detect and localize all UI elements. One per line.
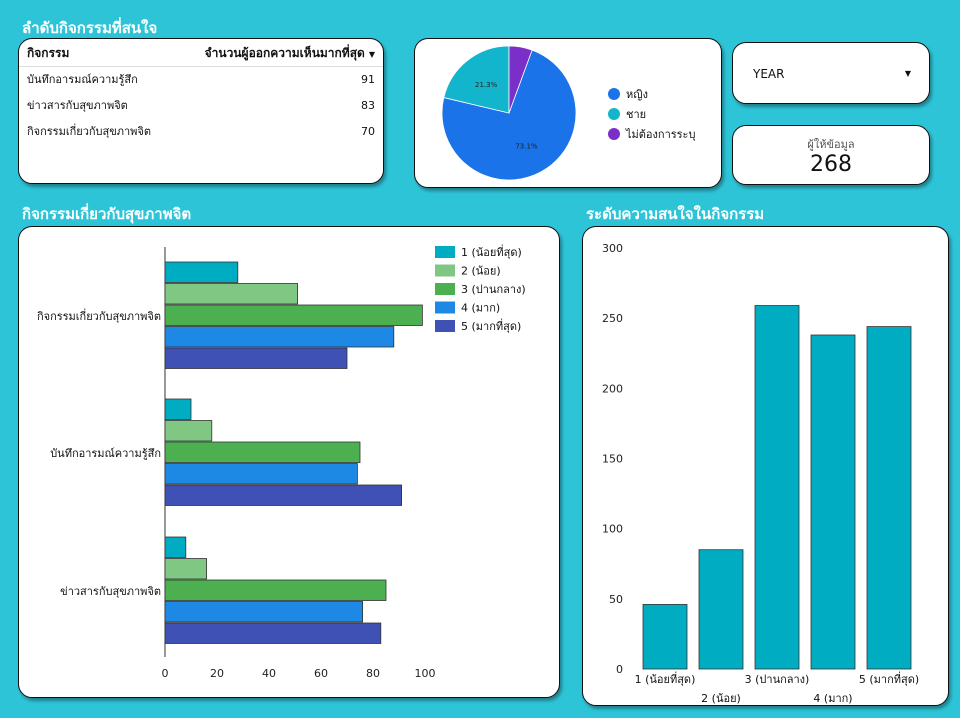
bar[interactable]	[698, 549, 744, 670]
chevron-down-icon[interactable]: ▼	[904, 69, 911, 78]
x-tick-label: 2 (น้อย)	[701, 692, 741, 704]
legend-label: ไม่ต้องการระบุ	[625, 128, 695, 141]
legend-label: 1 (น้อยที่สุด)	[461, 244, 522, 259]
y-tick-label: 50	[609, 593, 623, 606]
legend-swatch	[435, 301, 455, 314]
row-activity: ข่าวสารกับสุขภาพจิต	[27, 99, 128, 112]
bar[interactable]	[164, 420, 213, 442]
table-row[interactable]: กิจกรรมเกี่ยวกับสุขภาพจิต 70	[19, 119, 383, 145]
bar[interactable]	[164, 347, 348, 369]
activity-level-bar-chart: 0 20 40 60 80 100 กิจกรรมเกี่ยวกับสุขภาพจิตบัน…	[37, 244, 526, 680]
pie-data-label: 21.3%	[475, 81, 498, 89]
legend-swatch	[435, 264, 455, 277]
legend-label: 4 (มาก)	[461, 302, 500, 315]
x-tick-label: 80	[366, 667, 380, 680]
activity-ranking-table: กิจกรรม จำนวนผู้ออกความเห็นมากที่สุด ▼ บั…	[18, 38, 384, 184]
hbar-section-title: กิจกรรมเกี่ยวกับสุขภาพจิต	[22, 205, 192, 223]
pie-slice[interactable]	[508, 45, 533, 114]
x-tick-label: 1 (น้อยที่สุด)	[635, 671, 696, 686]
x-tick-label: 4 (มาก)	[813, 692, 852, 704]
activity-level-hbar-card: 0 20 40 60 80 100 กิจกรรมเกี่ยวกับสุขภาพจิตบัน…	[18, 226, 560, 698]
bar[interactable]	[164, 536, 187, 558]
table-row[interactable]: บันทึกอารมณ์ความรู้สึก 91	[19, 67, 383, 93]
col-header-count[interactable]: จำนวนผู้ออกความเห็นมากที่สุด ▼	[204, 46, 375, 60]
y-tick-label: 250	[602, 312, 623, 325]
bar[interactable]	[810, 334, 856, 670]
x-tick-label: 5 (มากที่สุด)	[859, 671, 919, 686]
col-header-activity[interactable]: กิจกรรม	[27, 46, 70, 60]
row-count: 70	[361, 125, 375, 138]
y-tick-label: 100	[602, 523, 623, 536]
interest-level-vbar-card: 0 50 100 150 200 250 300 1 (น้อยที่สุด) 2 (น้อย)…	[582, 226, 949, 706]
y-tick-label: 0	[616, 663, 623, 676]
legend-label: 3 (ปานกลาง)	[461, 283, 526, 296]
table-section-title: ลำดับกิจกรรมที่สนใจ	[22, 19, 158, 37]
bar[interactable]	[164, 558, 207, 580]
y-tick-label: 200	[602, 382, 623, 395]
year-filter-dropdown[interactable]: YEAR ▼	[732, 42, 930, 104]
x-tick-label: 60	[314, 667, 328, 680]
bar[interactable]	[164, 601, 364, 623]
bar[interactable]	[164, 283, 299, 305]
bar[interactable]	[164, 398, 192, 420]
bar[interactable]	[164, 441, 361, 463]
year-filter-label: YEAR	[753, 67, 785, 81]
kpi-value: 268	[810, 152, 852, 177]
bar[interactable]	[164, 261, 239, 283]
bar[interactable]	[164, 484, 403, 506]
category-label: ข่าวสารกับสุขภาพจิต	[60, 585, 161, 598]
x-tick-label: 20	[210, 667, 224, 680]
x-tick-label: 100	[415, 667, 436, 680]
interest-level-bar-chart: 0 50 100 150 200 250 300 1 (น้อยที่สุด) 2 (น้อย)…	[602, 242, 919, 705]
sort-desc-icon[interactable]: ▼	[368, 50, 375, 59]
pie-slice[interactable]	[443, 45, 510, 114]
legend-label: หญิง	[626, 88, 648, 101]
table-header: กิจกรรม จำนวนผู้ออกความเห็นมากที่สุด ▼	[19, 39, 383, 67]
row-activity: กิจกรรมเกี่ยวกับสุขภาพจิต	[27, 125, 152, 138]
bar[interactable]	[642, 604, 688, 670]
legend-swatch	[435, 246, 455, 258]
bar[interactable]	[866, 326, 912, 670]
row-count: 91	[361, 73, 375, 86]
x-tick-label: 40	[262, 667, 276, 680]
y-tick-label: 300	[602, 242, 623, 255]
x-tick-label: 0	[162, 667, 169, 680]
bar[interactable]	[754, 305, 800, 670]
bar[interactable]	[164, 326, 395, 348]
bar[interactable]	[164, 463, 358, 485]
bar[interactable]	[164, 579, 387, 601]
pie-data-label: 73.1%	[515, 142, 538, 150]
pie-slice[interactable]	[441, 49, 577, 181]
legend-swatch	[435, 320, 455, 332]
kpi-label: ผู้ให้ข้อมูล	[807, 138, 855, 151]
row-count: 83	[361, 99, 375, 112]
legend-swatch	[435, 283, 455, 295]
y-tick-label: 150	[602, 453, 623, 466]
row-activity: บันทึกอารมณ์ความรู้สึก	[27, 73, 138, 86]
legend-label: 2 (น้อย)	[461, 265, 501, 278]
gender-pie-card: 73.1% 21.3% หญิงชายไม่ต้องการระบุ	[414, 38, 722, 188]
bar[interactable]	[164, 304, 423, 326]
x-tick-label: 3 (ปานกลาง)	[745, 673, 810, 686]
legend-label: ชาย	[626, 108, 646, 121]
legend-label: 5 (มากที่สุด)	[461, 318, 521, 333]
legend-swatch	[608, 108, 620, 120]
category-label: บันทึกอารมณ์ความรู้สึก	[50, 447, 161, 460]
legend-swatch	[608, 88, 620, 100]
legend-swatch	[608, 128, 620, 140]
category-label: กิจกรรมเกี่ยวกับสุขภาพจิต	[37, 308, 161, 323]
bar[interactable]	[164, 622, 382, 644]
vbar-section-title: ระดับความสนใจในกิจกรรม	[586, 205, 765, 223]
respondents-scorecard: ผู้ให้ข้อมูล 268	[732, 125, 930, 185]
table-row[interactable]: ข่าวสารกับสุขภาพจิต 83	[19, 93, 383, 119]
